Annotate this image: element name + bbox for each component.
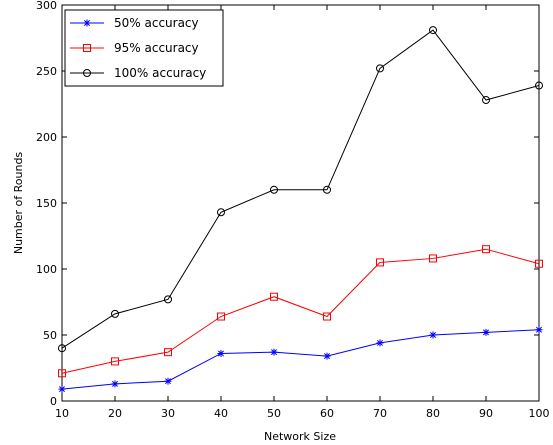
data-point	[482, 245, 490, 254]
data-point	[535, 259, 543, 268]
legend-label: 50% accuracy	[114, 16, 199, 30]
x-axis-label: Network Size	[264, 430, 336, 443]
data-point	[482, 96, 490, 105]
data-point	[164, 348, 172, 357]
data-point	[429, 331, 437, 339]
y-tick-label: 300	[36, 0, 57, 12]
legend-item: 95% accuracy	[70, 41, 199, 55]
y-tick-label: 250	[36, 65, 57, 78]
x-tick-label: 40	[214, 407, 228, 420]
x-tick-label: 100	[529, 407, 550, 420]
x-tick-label: 50	[267, 407, 281, 420]
y-tick-label: 200	[36, 131, 57, 144]
series-line	[61, 248, 540, 374]
data-point	[535, 326, 543, 334]
series-2	[58, 26, 543, 353]
data-point	[217, 208, 225, 217]
x-tick-label: 80	[426, 407, 440, 420]
data-point	[270, 185, 278, 194]
data-point	[482, 328, 490, 336]
data-point	[111, 309, 119, 318]
data-point	[111, 357, 119, 366]
data-point	[164, 295, 172, 304]
legend-label: 95% accuracy	[114, 41, 199, 55]
data-point	[217, 312, 225, 321]
data-point	[376, 64, 384, 73]
data-point	[58, 385, 66, 393]
legend: 50% accuracy 95% accuracy 100% accuracy	[64, 9, 224, 87]
series-0	[58, 326, 543, 393]
data-point	[323, 185, 331, 194]
y-tick-label: 0	[50, 395, 57, 408]
legend-marker	[83, 44, 91, 52]
y-tick-label: 100	[36, 263, 57, 276]
legend-label: 100% accuracy	[114, 66, 206, 80]
x-tick-label: 90	[479, 407, 493, 420]
x-tick-label: 10	[55, 407, 69, 420]
series-1	[58, 245, 543, 378]
data-point	[323, 312, 331, 321]
x-tick-label: 60	[320, 407, 334, 420]
y-tick-label: 50	[43, 329, 57, 342]
data-point	[376, 339, 384, 347]
legend-marker	[83, 69, 91, 77]
y-tick-label: 150	[36, 197, 57, 210]
series-line	[61, 29, 540, 349]
data-point	[270, 292, 278, 301]
x-tick-label: 30	[161, 407, 175, 420]
legend-item: 100% accuracy	[70, 66, 206, 80]
data-point	[58, 369, 66, 378]
data-point	[164, 377, 172, 385]
x-tick-label: 70	[373, 407, 387, 420]
legend-marker	[83, 19, 91, 27]
data-point	[535, 81, 543, 90]
series-layer	[58, 26, 543, 393]
data-point	[58, 344, 66, 353]
series-line	[61, 329, 540, 390]
y-axis-ticks: 0 50 100 150 200 250 300	[36, 0, 539, 408]
data-point	[270, 348, 278, 356]
data-point	[111, 380, 119, 388]
x-tick-label: 20	[108, 407, 122, 420]
data-point	[429, 26, 437, 35]
legend-item: 50% accuracy	[70, 16, 199, 30]
data-point	[376, 258, 384, 267]
data-point	[217, 349, 225, 357]
x-axis-ticks: 10 20 30 40 50 60 70 80 90 100	[55, 5, 550, 420]
y-axis-label: Number of Rounds	[12, 152, 25, 255]
data-point	[429, 254, 437, 263]
data-point	[323, 352, 331, 360]
